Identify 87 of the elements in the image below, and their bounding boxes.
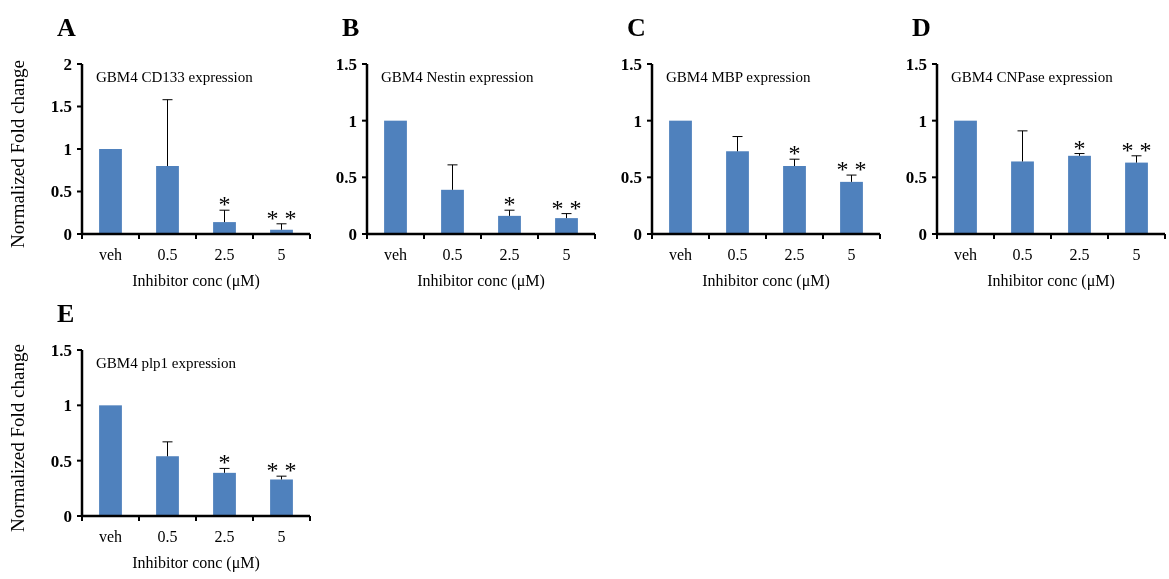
bar — [1125, 162, 1148, 234]
x-tick-label: veh — [383, 246, 408, 263]
y-axis-title: Normalized Fold change — [7, 344, 28, 532]
x-tick-label: 0.5 — [442, 246, 463, 263]
x-tick-label: 5 — [562, 246, 571, 263]
y-tick-label: 1.5 — [620, 54, 642, 74]
annotation: * — [503, 191, 516, 218]
y-tick-label: 0.5 — [620, 168, 642, 188]
y-tick-label: 1 — [918, 111, 927, 131]
bar — [213, 222, 236, 234]
chart-title: D — [912, 13, 931, 42]
x-tick-label: 0.5 — [157, 528, 178, 545]
y-axis-title: Normalized Fold change — [7, 60, 28, 248]
chart-subtitle: GBM4 MBP expression — [666, 69, 811, 85]
x-tick-label: 5 — [277, 246, 286, 263]
bar — [555, 218, 578, 234]
x-tick-label: 2.5 — [784, 246, 805, 263]
bar — [1068, 155, 1091, 234]
bar — [270, 479, 293, 516]
x-tick-label: 5 — [277, 528, 286, 545]
chart-title: E — [57, 299, 75, 328]
annotation: * * — [836, 156, 867, 183]
y-tick-label: 0.5 — [50, 182, 72, 202]
y-tick-label: 0 — [63, 506, 72, 526]
x-tick-label: 2.5 — [499, 246, 520, 263]
x-axis-title: Inhibitor conc (μM) — [132, 272, 260, 290]
y-tick-label: 0.5 — [905, 168, 927, 188]
chart-title: C — [627, 13, 646, 42]
x-tick-label: 0.5 — [727, 246, 748, 263]
bar — [1011, 161, 1034, 234]
x-axis-title: Inhibitor conc (μM) — [702, 272, 830, 290]
x-tick-label: 5 — [1132, 246, 1141, 263]
x-axis-title: Inhibitor conc (μM) — [987, 272, 1115, 290]
bar — [156, 166, 179, 234]
y-tick-label: 1.5 — [335, 54, 357, 74]
bar — [384, 120, 407, 234]
y-tick-label: 0.5 — [50, 451, 72, 471]
annotation: * * — [551, 194, 582, 221]
x-tick-label: veh — [98, 246, 123, 263]
y-tick-label: 0.5 — [335, 168, 357, 188]
y-tick-label: 0 — [63, 224, 72, 244]
x-axis-title: Inhibitor conc (μM) — [132, 554, 260, 572]
x-tick-label: 2.5 — [214, 528, 235, 545]
y-tick-label: 2 — [63, 54, 72, 74]
y-tick-label: 1 — [63, 396, 72, 416]
x-tick-label: veh — [668, 246, 693, 263]
annotation: * — [218, 449, 231, 476]
x-tick-label: 0.5 — [1012, 246, 1033, 263]
x-tick-label: 2.5 — [214, 246, 235, 263]
y-tick-label: 1 — [63, 139, 72, 159]
x-tick-label: 5 — [847, 246, 856, 263]
annotation: * — [1073, 134, 1086, 161]
chart-subtitle: GBM4 plp1 expression — [96, 355, 237, 371]
annotation: * — [788, 140, 801, 167]
bar — [441, 189, 464, 234]
x-tick-label: 0.5 — [157, 246, 178, 263]
y-tick-label: 1 — [633, 111, 642, 131]
chart-subtitle: GBM4 CNPase expression — [951, 69, 1114, 85]
bar — [726, 151, 749, 234]
annotation: * * — [266, 204, 297, 231]
bar — [669, 120, 692, 234]
chart-title: A — [57, 13, 76, 42]
x-tick-label: 2.5 — [1069, 246, 1090, 263]
y-tick-label: 0 — [348, 224, 357, 244]
bar — [99, 149, 122, 234]
x-axis-title: Inhibitor conc (μM) — [417, 272, 545, 290]
annotation: * * — [266, 457, 297, 484]
x-tick-label: veh — [98, 528, 123, 545]
y-tick-label: 0 — [918, 224, 927, 244]
annotation: * * — [1121, 136, 1152, 163]
annotation: * — [218, 191, 231, 218]
bar — [840, 181, 863, 234]
y-tick-label: 0 — [633, 224, 642, 244]
y-tick-label: 1.5 — [50, 340, 72, 360]
bar — [954, 120, 977, 234]
y-tick-label: 1.5 — [905, 54, 927, 74]
bar — [498, 215, 521, 234]
bar — [99, 405, 122, 516]
bar — [213, 472, 236, 516]
chart-subtitle: GBM4 Nestin expression — [381, 69, 534, 85]
bar — [156, 456, 179, 516]
bar — [783, 166, 806, 234]
y-tick-label: 1 — [348, 111, 357, 131]
chart-subtitle: GBM4 CD133 expression — [96, 69, 254, 85]
y-tick-label: 1.5 — [50, 97, 72, 117]
chart-title: B — [342, 13, 360, 42]
x-tick-label: veh — [953, 246, 978, 263]
